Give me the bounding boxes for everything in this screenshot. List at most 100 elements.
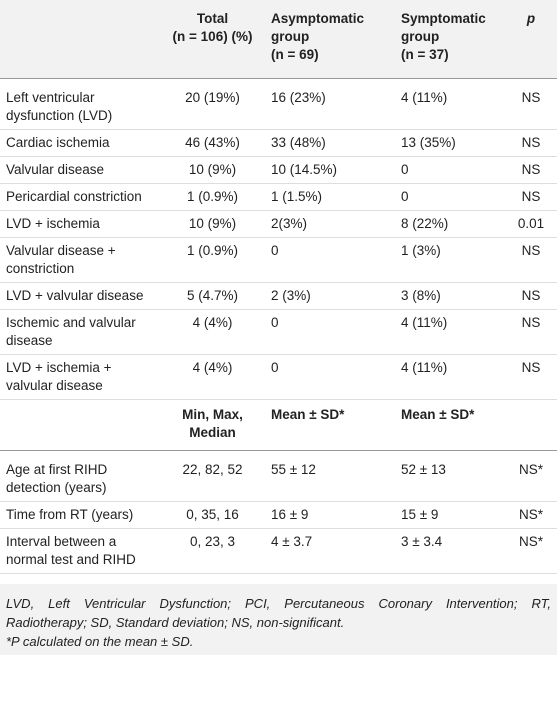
table-cell: 15 ± 9 [395, 501, 505, 529]
header-line: Asymptomatic [271, 11, 365, 26]
table-row: LVD + ischemia 10 (9%) 2(3%) 8 (22%) 0.01 [0, 210, 557, 238]
table-row: Valvular disease 10 (9%) 10 (14.5%) 0 NS [0, 156, 557, 184]
header-line: p [526, 11, 536, 26]
table-row: Valvular disease + constriction 1 (0.9%) 0… [0, 237, 557, 283]
header-line: Median [189, 425, 236, 440]
table-cell: NS [505, 129, 557, 157]
table-cell: NS [505, 156, 557, 184]
table-cell: LVD + ischemia + valvular disease [0, 354, 160, 400]
table-cell: LVD + ischemia [0, 210, 160, 238]
table-cell: LVD + valvular disease [0, 282, 160, 310]
header-row: Total (n = 106) (%) Asymptomatic group (n = … [0, 0, 557, 79]
table-cell: 52 ± 13 [395, 450, 505, 502]
table-cell: 0 [395, 183, 505, 211]
table-cell: 46 (43%) [160, 129, 265, 157]
header-cell: Symptomatic group (n = 37) [395, 0, 505, 79]
header-line: Mean ± SD* [271, 407, 345, 422]
header-line: Symptomatic [401, 11, 486, 26]
table-cell: 0, 23, 3 [160, 528, 265, 574]
table-cell: NS [505, 183, 557, 211]
table-cell: Pericardial constriction [0, 183, 160, 211]
table-cell: NS [505, 78, 557, 130]
table-cell: 55 ± 12 [265, 450, 395, 502]
header-cell [505, 399, 557, 451]
table-cell: NS [505, 309, 557, 355]
table-cell: 4 ± 3.7 [265, 528, 395, 574]
header-cell: Min, Max, Median [160, 399, 265, 451]
header-line: group [401, 29, 440, 44]
header-cell: Mean ± SD* [265, 399, 395, 451]
table-cell: Valvular disease [0, 156, 160, 184]
table-cell: 2(3%) [265, 210, 395, 238]
table-cell: 22, 82, 52 [160, 450, 265, 502]
header-cell: Mean ± SD* [395, 399, 505, 451]
table-cell: 0 [265, 354, 395, 400]
header-cell [0, 0, 160, 79]
table-cell: 4 (11%) [395, 78, 505, 130]
footnote: LVD, Left Ventricular Dysfunction; PCI, … [6, 596, 551, 630]
table-body: Total (n = 106) (%) Asymptomatic group (n = … [0, 0, 557, 574]
table-cell: Valvular disease + constriction [0, 237, 160, 283]
table-cell: 3 ± 3.4 [395, 528, 505, 574]
header-cell: p [505, 0, 557, 79]
data-table: Total (n = 106) (%) Asymptomatic group (n = … [0, 0, 557, 574]
table-cell: Age at first RIHD detection (years) [0, 450, 160, 502]
table-row: Interval between a normal test and RIHD 0… [0, 528, 557, 574]
table-cell: 10 (9%) [160, 156, 265, 184]
table-cell: 0.01 [505, 210, 557, 238]
header-line: Min, Max, [182, 407, 243, 422]
table-cell: 4 (4%) [160, 354, 265, 400]
table-cell: 33 (48%) [265, 129, 395, 157]
header-line: group [271, 29, 310, 44]
table-cell: NS* [505, 501, 557, 529]
table-cell: 4 (11%) [395, 354, 505, 400]
header-cell [0, 399, 160, 451]
table-cell: 3 (8%) [395, 282, 505, 310]
table-row: LVD + ischemia + valvular disease 4 (4%) 0… [0, 354, 557, 400]
table-row: Age at first RIHD detection (years) 22, 8… [0, 450, 557, 502]
table-row: Pericardial constriction 1 (0.9%) 1 (1.5%)… [0, 183, 557, 211]
table-cell: NS [505, 282, 557, 310]
table-cell: 10 (14.5%) [265, 156, 395, 184]
table-cell: Interval between a normal test and RIHD [0, 528, 160, 574]
table-row: Cardiac ischemia 46 (43%) 33 (48%) 13 (35%)… [0, 129, 557, 157]
table-row: Time from RT (years) 0, 35, 16 16 ± 9 15 ± … [0, 501, 557, 529]
table-cell: NS* [505, 528, 557, 574]
header-line: (n = 37) [401, 47, 449, 62]
header-cell: Total (n = 106) (%) [160, 0, 265, 79]
table-cell: 20 (19%) [160, 78, 265, 130]
table-cell: 10 (9%) [160, 210, 265, 238]
footnote: *P calculated on the mean ± SD. [6, 634, 194, 649]
table-cell: 16 ± 9 [265, 501, 395, 529]
table-cell: 13 (35%) [395, 129, 505, 157]
header-line: Mean ± SD* [401, 407, 475, 422]
table-cell: Time from RT (years) [0, 501, 160, 529]
table-cell: Left ventricular dysfunction (LVD) [0, 78, 160, 130]
table-row: LVD + valvular disease 5 (4.7%) 2 (3%) 3 (8… [0, 282, 557, 310]
header-line: (n = 106) (%) [172, 29, 253, 44]
table-cell: 1 (0.9%) [160, 237, 265, 283]
table-cell: 16 (23%) [265, 78, 395, 130]
table-cell: 1 (1.5%) [265, 183, 395, 211]
table-cell: 8 (22%) [395, 210, 505, 238]
table-row: Ischemic and valvular disease 4 (4%) 0 4 (1… [0, 309, 557, 355]
table-cell: NS* [505, 450, 557, 502]
header-row: Min, Max, Median Mean ± SD* Mean ± SD* [0, 399, 557, 451]
table-cell: Ischemic and valvular disease [0, 309, 160, 355]
table-cell: 0 [265, 309, 395, 355]
table-cell: 5 (4.7%) [160, 282, 265, 310]
table-cell: 4 (11%) [395, 309, 505, 355]
table-row: Left ventricular dysfunction (LVD) 20 (19… [0, 78, 557, 130]
table-cell: 2 (3%) [265, 282, 395, 310]
table-cell: 1 (0.9%) [160, 183, 265, 211]
table-cell: 0 [265, 237, 395, 283]
table-cell: 0, 35, 16 [160, 501, 265, 529]
table-cell: 4 (4%) [160, 309, 265, 355]
table-cell: NS [505, 354, 557, 400]
table-cell: NS [505, 237, 557, 283]
table-cell: 0 [395, 156, 505, 184]
table-cell: Cardiac ischemia [0, 129, 160, 157]
footnotes: LVD, Left Ventricular Dysfunction; PCI, … [0, 584, 557, 655]
header-cell: Asymptomatic group (n = 69) [265, 0, 395, 79]
